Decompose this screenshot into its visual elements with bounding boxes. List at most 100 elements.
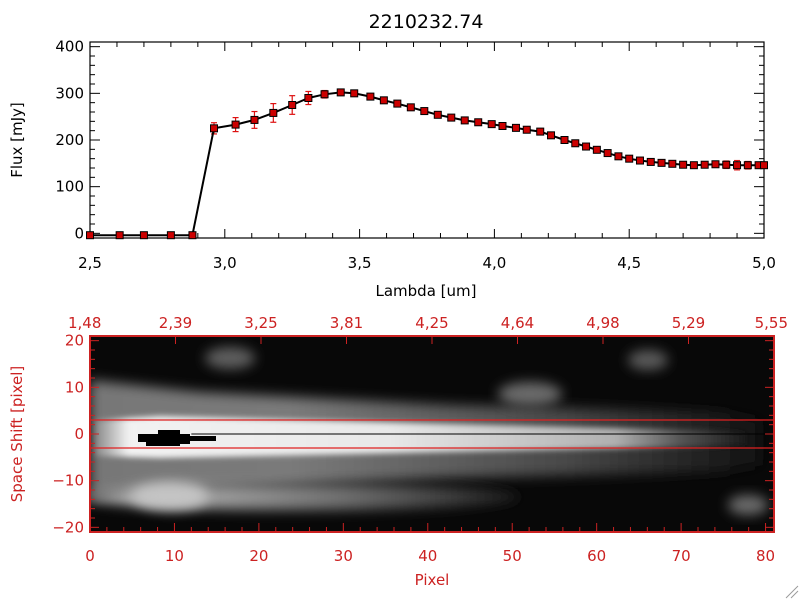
spectrum-point <box>536 127 545 136</box>
image-x-tick-label: 70 <box>672 547 691 565</box>
spectrum-ticks <box>89 42 765 238</box>
spectrum-tick-labels: 2,5 3,0 3,5 4,0 4,5 5,0 0 100 200 300 400 <box>55 38 776 272</box>
spectrum-point <box>711 160 720 169</box>
spectrum-point <box>231 120 240 129</box>
image-ticks <box>89 336 775 532</box>
image-top-tick-label: 4,98 <box>586 314 619 332</box>
spectrum-point <box>592 145 601 154</box>
spectrum-point <box>86 231 94 240</box>
image-x-tick-label: 10 <box>165 547 184 565</box>
spectrum-point <box>336 88 345 97</box>
spectrum-x-tick-label: 3,0 <box>213 254 237 272</box>
spectrum-point <box>379 96 388 105</box>
spectrum-point <box>635 156 644 165</box>
spectrum-x-tick-label: 5,0 <box>752 254 776 272</box>
spectrum-point <box>447 113 456 122</box>
spectrum-point <box>733 161 742 170</box>
saturated-pixels <box>138 430 216 446</box>
spectrum-x-tick-label: 4,5 <box>617 254 641 272</box>
spectrum-point <box>188 231 197 240</box>
image-top-tick-label: 4,25 <box>415 314 448 332</box>
spectrum-point <box>679 160 688 169</box>
spectrum-point <box>582 142 591 151</box>
spectrum-point <box>522 125 531 134</box>
image-top-tick-label: 4,64 <box>501 314 534 332</box>
spectrum-point <box>603 149 612 158</box>
image-top-tick-label: 2,39 <box>159 314 192 332</box>
image-x-tick-label: 60 <box>587 547 606 565</box>
spectrum-point <box>625 154 634 163</box>
spectrum-point <box>560 136 569 144</box>
image-top-tick-label: 1,48 <box>68 314 101 332</box>
spectrum-point <box>288 101 297 109</box>
spectrum-y-tick-label: 0 <box>74 224 84 242</box>
spectrum-point <box>393 99 402 108</box>
image-y-tick-label: −10 <box>52 472 84 490</box>
spectrum-x-tick-label: 2,5 <box>78 254 102 272</box>
blob-upper-left <box>205 347 255 369</box>
spectrum-point <box>139 231 148 240</box>
spectrum-point <box>460 116 469 125</box>
blob-mid-right <box>498 382 562 406</box>
spectrum-x-axis-label: Lambda [um] <box>376 282 477 300</box>
spectrum-y-tick-label: 100 <box>55 178 84 196</box>
image-y-axis-label: Space Shift [pixel] <box>8 366 26 503</box>
spectrum-point <box>350 89 359 98</box>
spectrum-point <box>614 152 623 161</box>
spectrum-point <box>722 160 731 169</box>
spectrum-point <box>646 157 655 166</box>
spectrum-point <box>366 92 375 101</box>
blob-upper-right <box>628 350 668 370</box>
spectrum-point <box>474 118 483 127</box>
spectrum-point <box>420 107 429 116</box>
image-top-tick-label: 3,25 <box>244 314 277 332</box>
spectrum-point <box>547 131 556 140</box>
spectrum-point <box>269 108 278 117</box>
spectrum-point <box>657 158 666 167</box>
spectrum-y-tick-label: 300 <box>55 84 84 102</box>
spectrum-point <box>760 161 768 170</box>
spectrum-markers <box>86 88 768 240</box>
spectrum-point <box>571 139 580 148</box>
spectrum-x-tick-label: 3,5 <box>348 254 372 272</box>
image-panel: 0 10 20 30 40 50 60 70 80 1,48 2,39 3,25 3,81 4,25 4,6… <box>8 314 788 589</box>
spectrum-panel: 2210232.74 2,5 3,0 3,5 4,0 4,5 5,0 0 100 200 300 4… <box>8 11 776 300</box>
spectrum-point <box>320 90 329 99</box>
spectrum-point <box>743 161 752 170</box>
image-x-tick-label: 80 <box>756 547 775 565</box>
image-top-tick-label: 5,55 <box>755 314 788 332</box>
secondary-trace-peak <box>132 482 208 510</box>
resize-grip-icon[interactable] <box>785 585 799 599</box>
spectrum-point <box>166 231 175 240</box>
image-x-tick-label: 40 <box>418 547 437 565</box>
spectrum-point <box>668 159 677 168</box>
extraction-lines <box>90 419 774 449</box>
spectrum-point <box>406 103 415 112</box>
spectrum-point <box>433 110 442 119</box>
spectrum-y-axis-label: Flux [mJy] <box>8 102 26 178</box>
spectrum-x-tick-label: 4,0 <box>482 254 506 272</box>
image-x-tick-label: 50 <box>503 547 522 565</box>
spectrum-title: 2210232.74 <box>369 11 484 33</box>
spectrum-point <box>210 124 219 133</box>
image-y-tick-label: −20 <box>52 518 84 536</box>
spectrum-point <box>250 115 259 124</box>
spectrum-point <box>700 160 709 169</box>
image-y-tick-label: 20 <box>65 332 84 350</box>
image-top-tick-label: 3,81 <box>330 314 363 332</box>
spectrum-point <box>304 94 313 102</box>
spectrum-y-tick-label: 400 <box>55 38 84 56</box>
spectrum-point <box>487 120 496 129</box>
blob-lower-right <box>728 495 768 515</box>
spectrum-point <box>115 231 124 240</box>
image-y-tick-label: 0 <box>74 425 84 443</box>
spectrum-y-tick-label: 200 <box>55 131 84 149</box>
image-tick-labels: 0 10 20 30 40 50 60 70 80 1,48 2,39 3,25 3,81 4,25 4,6… <box>52 314 788 565</box>
spectrum-point <box>689 161 698 170</box>
image-x-tick-label: 0 <box>85 547 95 565</box>
image-x-tick-label: 20 <box>249 547 268 565</box>
image-x-tick-label: 30 <box>334 547 353 565</box>
spectrum-plot-frame <box>89 41 765 239</box>
image-x-axis-label: Pixel <box>415 571 450 589</box>
